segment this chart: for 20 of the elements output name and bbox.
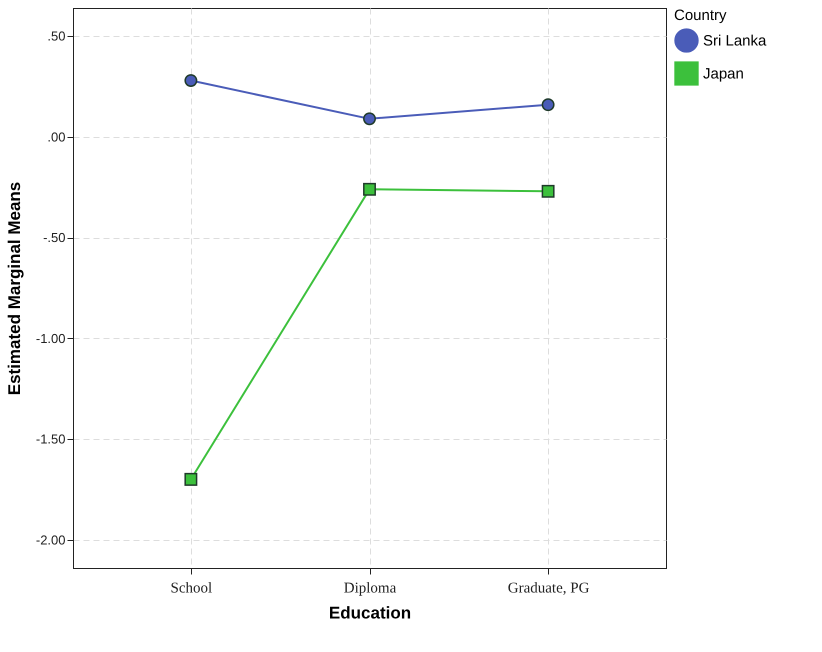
point	[363, 112, 376, 126]
legend-label: Sri Lanka	[703, 32, 768, 50]
y-tick-label: -1.00	[36, 330, 66, 346]
point	[363, 182, 376, 196]
legend-label: Japan	[703, 66, 744, 82]
y-tick-label: .50	[47, 28, 66, 44]
y-tick-label: .00	[47, 129, 66, 144]
point	[184, 74, 198, 87]
point	[184, 472, 198, 486]
point	[542, 184, 555, 198]
x-axis-title: Education	[328, 604, 412, 622]
y-tick-label: -.50	[43, 230, 66, 246]
y-axis-title: Estimated Marginal Means	[4, 182, 24, 396]
y-tick-label: -1.50	[36, 432, 66, 447]
x-tick-label: School	[170, 580, 212, 596]
legend-title: Country	[674, 7, 728, 24]
y-tick-label: -2.00	[36, 532, 66, 548]
point	[542, 98, 555, 112]
x-tick-label: Graduate, PG	[508, 580, 590, 596]
x-tick-label: Diploma	[344, 580, 397, 596]
